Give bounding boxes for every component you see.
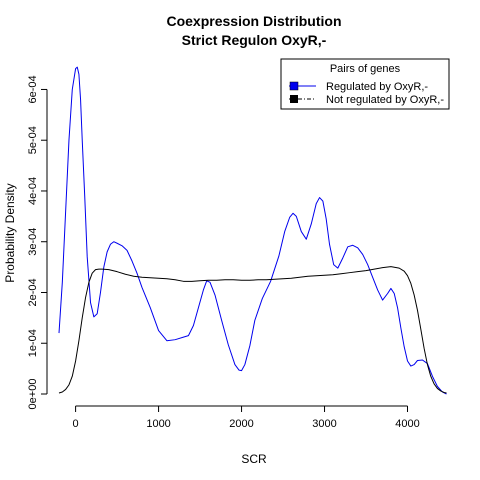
chart-subtitle: Strict Regulon OxyR,- xyxy=(182,32,327,48)
y-tick-label: 6e-04 xyxy=(27,75,39,103)
legend-label-not-regulated: Not regulated by OxyR,- xyxy=(326,94,444,106)
series-line-not-regulated xyxy=(58,266,447,394)
x-tick-label: 4000 xyxy=(395,418,419,430)
x-tick-label: 3000 xyxy=(312,418,336,430)
legend-label-regulated: Regulated by OxyR,- xyxy=(326,81,428,93)
x-axis-label: SCR xyxy=(241,452,267,466)
y-tick-label: 2e-04 xyxy=(27,278,39,306)
y-tick-label: 5e-04 xyxy=(27,126,39,154)
x-tick-label: 2000 xyxy=(229,418,253,430)
legend-swatch-not-regulated xyxy=(290,95,298,103)
legend-swatch-regulated xyxy=(289,81,299,91)
y-tick-label: 0e+00 xyxy=(27,379,39,410)
y-tick-label: 1e-04 xyxy=(27,329,39,357)
y-axis: 0e+00 1e-04 2e-04 3e-04 4e-04 5e-04 6e-04 xyxy=(27,75,48,410)
legend-box xyxy=(280,58,450,110)
x-axis: 0 1000 2000 3000 4000 xyxy=(73,405,420,430)
series-layer xyxy=(58,66,447,395)
legend: Pairs of genes Regulated by OxyR,- Not r… xyxy=(280,58,450,110)
x-tick-label: 1000 xyxy=(146,418,170,430)
chart-title: Coexpression Distribution xyxy=(166,13,341,29)
y-axis-label: Probability Density xyxy=(3,183,17,282)
legend-title: Pairs of genes xyxy=(330,63,401,75)
series-line-regulated xyxy=(58,66,447,395)
x-tick-label: 0 xyxy=(73,418,79,430)
y-tick-label: 4e-04 xyxy=(27,177,39,205)
y-tick-label: 3e-04 xyxy=(27,228,39,256)
